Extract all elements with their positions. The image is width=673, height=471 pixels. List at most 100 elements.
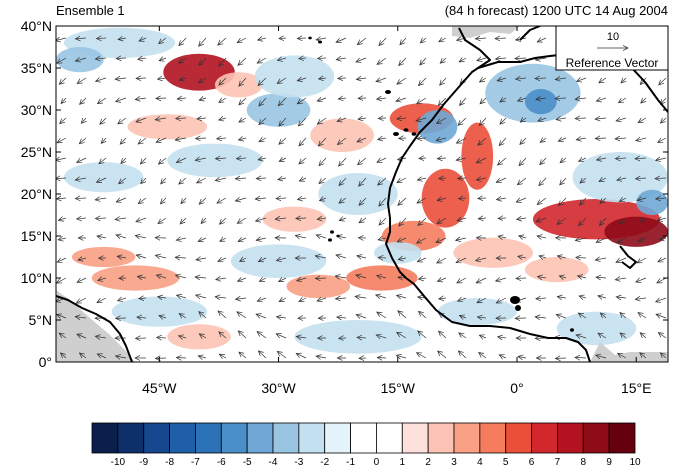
wind-vector <box>457 218 467 221</box>
plot-title-left: Ensemble 1 <box>56 3 125 18</box>
colorbar-label: -8 <box>165 457 174 468</box>
wind-vector <box>620 217 627 224</box>
wind-vector <box>159 316 167 318</box>
colorbar-swatch <box>220 422 248 454</box>
wind-vector <box>59 333 67 339</box>
wind-vector <box>575 238 587 240</box>
wind-vector <box>577 78 587 81</box>
wind-vector <box>617 178 627 180</box>
wind-vector <box>538 118 547 121</box>
wind-vector <box>659 77 667 85</box>
plot-title-right: (84 h forecast) 1200 UTC 14 Aug 2004 <box>445 3 668 18</box>
wind-vector <box>459 198 467 199</box>
colorbar-swatch <box>117 422 145 454</box>
lat-tick-label: 20°N <box>21 186 52 202</box>
lon-tick-label: 15°W <box>381 380 416 396</box>
wind-vector <box>136 218 147 222</box>
wind-vector <box>500 98 507 102</box>
wind-vector <box>295 236 307 238</box>
wind-vector <box>179 336 187 338</box>
wind-vector <box>658 258 667 262</box>
wind-vector <box>596 277 607 278</box>
wind-vector <box>376 295 387 298</box>
colorbar-swatch <box>427 422 455 454</box>
wind-vector <box>76 297 87 303</box>
wind-vector <box>479 117 487 125</box>
wind-vector <box>339 177 347 185</box>
wind-vector <box>460 97 467 105</box>
colorbar-swatch <box>143 422 170 454</box>
wind-vector <box>535 78 547 79</box>
colorbar-swatch <box>272 422 300 454</box>
wind-vector <box>277 58 287 60</box>
wind-vector <box>181 197 187 204</box>
wind-vector <box>397 332 407 339</box>
wind-vector <box>278 178 287 180</box>
wind-vector <box>640 353 647 359</box>
wind-vector <box>477 297 487 303</box>
wind-vector <box>137 276 147 278</box>
wind-vector <box>259 278 267 282</box>
wind-vector <box>640 218 647 222</box>
wind-vector <box>376 78 387 82</box>
wind-vector <box>137 317 147 318</box>
wind-vector <box>557 256 567 258</box>
wind-vector <box>400 37 407 45</box>
positive-anomaly <box>91 265 180 291</box>
wind-vector <box>479 335 487 338</box>
wind-vector <box>579 296 587 298</box>
wind-vector <box>619 198 627 202</box>
reference-vector-magnitude: 10 <box>607 31 619 43</box>
wind-vector <box>116 198 127 202</box>
wind-vector <box>437 158 447 159</box>
wind-vector <box>420 57 427 65</box>
wind-vector <box>257 332 267 339</box>
wind-vector <box>575 357 587 358</box>
wind-vector <box>555 358 567 359</box>
wind-vector <box>180 217 187 224</box>
colorbar-swatch <box>246 422 274 454</box>
colorbar-swatch <box>479 422 507 454</box>
wind-vector <box>217 138 227 139</box>
wind-vector <box>80 97 87 104</box>
wind-vector <box>119 177 127 184</box>
wind-vector <box>195 277 207 278</box>
wind-vector <box>279 158 287 161</box>
wind-vector <box>135 98 147 99</box>
wind-vector <box>219 217 227 224</box>
wind-vector <box>218 37 227 45</box>
wind-vector <box>96 177 107 182</box>
wind-vector <box>615 138 627 139</box>
wind-vector <box>637 198 647 200</box>
positive-anomaly <box>461 122 494 190</box>
wind-vector <box>75 198 87 199</box>
wind-vector <box>476 157 487 163</box>
wind-vector <box>99 157 107 164</box>
wind-vector <box>258 77 267 86</box>
colorbar-label: -1 <box>346 457 355 468</box>
wind-vector <box>196 138 207 139</box>
wind-vector <box>476 277 487 283</box>
wind-vector <box>437 198 447 200</box>
colorbar: -10 -9 -8 -7 -6 -5 -4 -3 -2 -1 0 1 2 3 4 5 6 7 8 9 10 <box>91 422 641 468</box>
wind-vector <box>335 276 347 278</box>
wind-vector <box>618 353 627 359</box>
wind-vector <box>379 197 387 206</box>
wind-vector <box>580 177 587 183</box>
wind-vector <box>296 353 307 359</box>
wind-vector <box>459 333 467 339</box>
wind-vector <box>516 78 527 79</box>
wind-vector <box>456 257 467 263</box>
wind-vector <box>416 118 427 121</box>
wind-vector <box>57 258 67 262</box>
wind-vector <box>319 177 327 184</box>
wind-vector-layer <box>56 37 667 359</box>
wind-vector <box>138 58 147 59</box>
wind-vector <box>299 58 307 59</box>
wind-vector <box>655 178 667 179</box>
wind-vector <box>557 217 567 224</box>
wind-vector <box>176 238 187 240</box>
wind-vector <box>656 198 667 199</box>
wind-vector <box>318 137 327 146</box>
wind-vector <box>201 217 206 224</box>
